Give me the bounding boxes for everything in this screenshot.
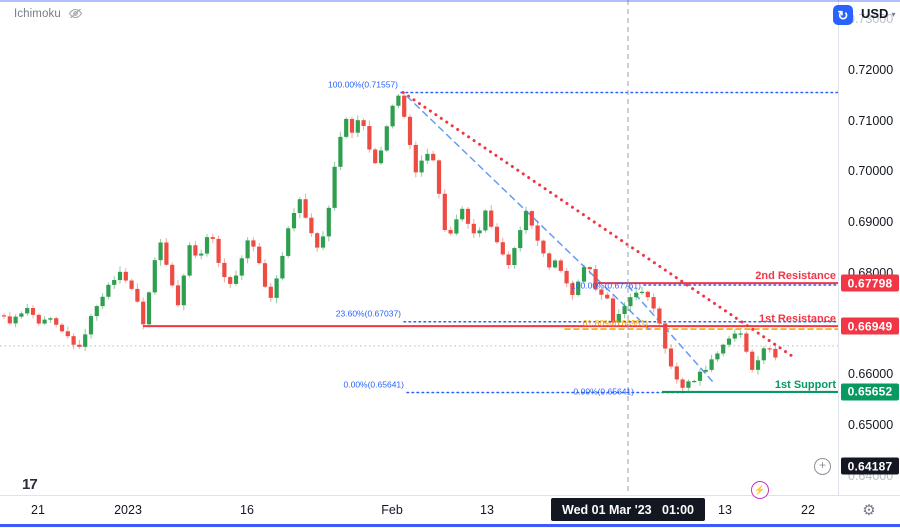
red-dotted-downtrend[interactable]: [401, 90, 797, 360]
time-tick-label: 21: [31, 503, 45, 517]
price-tick-label: 0.66000: [848, 367, 894, 382]
sync-icon[interactable]: ↻: [833, 5, 853, 25]
1st-resistance-label: 1st Resistance: [759, 313, 836, 325]
price-axis[interactable]: 0.73000 0.72000 0.71000 0.70000 0.69000 0.680…: [838, 0, 900, 495]
fib-label-100.00%: 100.00%(0.67761): [571, 280, 641, 290]
top-accent-strip: [0, 0, 900, 2]
time-axis[interactable]: Wed 01 Mar '23 01:00 21 2023 16 Feb 13 13 22: [0, 495, 900, 525]
fib-label-61.80%: 61.80%(0.66951): [583, 318, 648, 328]
chevron-down-icon: ▾: [891, 10, 896, 19]
blue-dashed-downtrend-a[interactable]: [406, 95, 651, 331]
indicator-legend: Ichimoku: [14, 7, 83, 20]
candlestick-series: [1, 92, 778, 393]
price-badge: 0.67798: [841, 274, 899, 292]
time-tick-label: 16: [240, 503, 254, 517]
price-badge: 0.65652: [841, 383, 899, 401]
price-tick-label: 0.71000: [848, 113, 894, 128]
fib-label-23.60%: 23.60%(0.67037): [336, 309, 401, 319]
add-alert-plus-icon[interactable]: +: [814, 458, 831, 475]
currency-selector[interactable]: USD ▾: [861, 6, 895, 21]
crosshair-time-badge: Wed 01 Mar '23 01:00: [551, 498, 705, 521]
chart-pane[interactable]: 2nd Resistance 1st Resistance 1st Support 1…: [0, 0, 838, 495]
eye-hidden-icon[interactable]: [68, 7, 83, 20]
time-tick-label: 2023: [114, 503, 142, 517]
candlestick-chart[interactable]: 2nd Resistance 1st Resistance 1st Support 1…: [0, 0, 838, 495]
lightning-icon[interactable]: ⚡: [751, 481, 769, 499]
price-badge: 0.66949: [841, 317, 899, 335]
price-tick-label: 0.72000: [848, 62, 894, 77]
price-tick-label: 0.73000: [848, 12, 894, 27]
1st-support-label: 1st Support: [775, 379, 836, 391]
time-tick-label: 13: [480, 503, 494, 517]
indicator-name[interactable]: Ichimoku: [14, 7, 61, 20]
bottom-accent-bar: [0, 524, 900, 527]
time-tick-label: Feb: [381, 503, 403, 517]
price-badge: 0.64187: [841, 457, 899, 475]
time-tick-label: 13: [718, 503, 732, 517]
blue-dashed-downtrend-b[interactable]: [627, 285, 714, 383]
currency-label: USD: [861, 6, 889, 21]
fib-label-0.00%: 0.00%(0.65641): [344, 380, 405, 390]
time-tick-label: 22: [801, 503, 815, 517]
price-tick-label: 0.65000: [848, 418, 894, 432]
fib-label-0.00%: 0.00%(0.65641): [574, 387, 635, 397]
2nd-resistance-label: 2nd Resistance: [755, 270, 836, 282]
fib-label-100.00%: 100.00%(0.71557): [328, 79, 398, 89]
tradingview-logo[interactable]: 17: [22, 476, 38, 493]
price-tick-label: 0.70000: [848, 164, 894, 179]
gear-icon[interactable]: ⚙: [862, 502, 876, 519]
price-tick-label: 0.69000: [848, 215, 894, 230]
